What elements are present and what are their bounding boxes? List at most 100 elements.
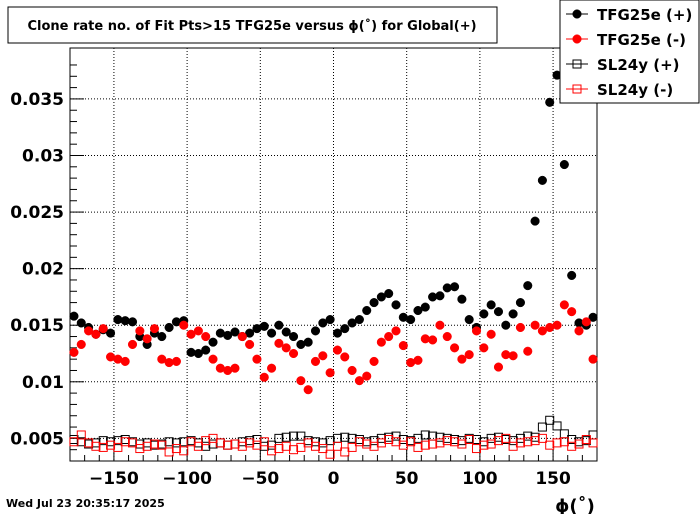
- point-sl24y: [332, 441, 342, 451]
- point-tfg25e: [310, 326, 321, 336]
- point-tfg25e: [193, 326, 203, 336]
- point-sl24y: [501, 433, 511, 443]
- point-sl24y: [267, 440, 277, 450]
- point-sl24y: [215, 438, 225, 448]
- point-sl24y: [472, 444, 482, 454]
- point-sl24y: [135, 439, 145, 449]
- point-sl24y: [281, 441, 291, 451]
- point-sl24y: [84, 438, 94, 448]
- legend-label: TFG25e (+): [597, 6, 692, 24]
- point-tfg25e: [179, 320, 189, 330]
- point-tfg25e: [508, 309, 518, 319]
- point-tfg25e: [588, 354, 598, 364]
- point-tfg25e: [420, 302, 430, 312]
- point-tfg25e: [281, 343, 291, 353]
- x-tick-label: 50: [395, 469, 419, 489]
- point-tfg25e: [479, 343, 489, 353]
- point-sl24y: [296, 431, 306, 441]
- point-sl24y: [406, 437, 416, 447]
- point-sl24y: [581, 435, 591, 445]
- point-sl24y: [296, 442, 306, 452]
- timestamp: Wed Jul 23 20:35:17 2025: [6, 497, 165, 510]
- y-tick-label: 0.005: [10, 429, 64, 449]
- point-tfg25e: [288, 348, 299, 359]
- point-sl24y: [559, 437, 569, 447]
- point-sl24y: [179, 437, 189, 447]
- point-tfg25e: [354, 315, 364, 325]
- point-tfg25e: [486, 329, 496, 339]
- point-sl24y: [303, 438, 313, 448]
- point-tfg25e: [508, 351, 518, 361]
- point-sl24y: [179, 446, 189, 456]
- point-sl24y: [347, 433, 357, 443]
- point-sl24y: [530, 436, 540, 446]
- point-tfg25e: [332, 345, 343, 355]
- point-sl24y: [208, 439, 218, 449]
- point-sl24y: [318, 438, 328, 448]
- point-sl24y: [259, 437, 269, 447]
- point-sl24y: [310, 437, 320, 447]
- point-sl24y: [420, 430, 430, 440]
- x-tick-label: 150: [535, 469, 571, 489]
- point-tfg25e: [237, 331, 247, 342]
- point-tfg25e: [406, 315, 416, 325]
- x-axis: −150 −100 −50 0 50 100 150: [84, 449, 583, 489]
- point-sl24y: [157, 440, 167, 450]
- point-sl24y: [472, 435, 482, 445]
- point-sl24y: [201, 441, 211, 451]
- point-sl24y: [289, 445, 299, 455]
- point-sl24y: [486, 433, 496, 443]
- point-sl24y: [391, 431, 401, 441]
- point-tfg25e: [135, 326, 145, 336]
- point-sl24y: [508, 441, 518, 451]
- point-sl24y: [76, 430, 86, 440]
- legend-marker: [572, 34, 582, 44]
- point-tfg25e: [442, 331, 452, 342]
- point-tfg25e: [537, 175, 547, 185]
- point-tfg25e: [91, 329, 101, 339]
- point-sl24y: [442, 436, 452, 446]
- point-tfg25e: [523, 281, 533, 291]
- point-sl24y: [376, 438, 386, 448]
- point-sl24y: [552, 438, 562, 448]
- point-sl24y: [362, 439, 372, 449]
- point-sl24y: [493, 436, 503, 446]
- point-tfg25e: [457, 354, 467, 364]
- point-tfg25e: [171, 356, 181, 366]
- point-tfg25e: [428, 335, 438, 345]
- point-tfg25e: [391, 326, 401, 336]
- point-sl24y: [515, 438, 525, 448]
- point-sl24y: [230, 439, 240, 449]
- point-tfg25e: [267, 328, 277, 338]
- point-tfg25e: [149, 324, 160, 334]
- point-tfg25e: [288, 331, 299, 342]
- point-sl24y: [289, 431, 299, 441]
- point-sl24y: [128, 438, 138, 448]
- point-tfg25e: [98, 324, 108, 334]
- point-sl24y: [369, 441, 379, 451]
- point-tfg25e: [208, 354, 218, 364]
- data-marks: [69, 70, 598, 459]
- point-tfg25e: [376, 337, 386, 347]
- point-sl24y: [149, 439, 159, 449]
- point-sl24y: [420, 440, 430, 450]
- point-sl24y: [552, 421, 562, 431]
- point-tfg25e: [310, 356, 321, 366]
- point-sl24y: [208, 433, 218, 443]
- point-tfg25e: [362, 371, 372, 381]
- point-tfg25e: [391, 300, 401, 310]
- point-sl24y: [340, 432, 350, 442]
- point-tfg25e: [413, 355, 423, 365]
- point-tfg25e: [76, 318, 86, 328]
- point-tfg25e: [208, 337, 218, 347]
- point-sl24y: [479, 440, 489, 450]
- point-tfg25e: [450, 282, 460, 292]
- point-tfg25e: [501, 320, 511, 330]
- point-tfg25e: [325, 315, 335, 325]
- point-tfg25e: [157, 331, 167, 342]
- point-tfg25e: [347, 365, 357, 376]
- point-tfg25e: [581, 317, 591, 327]
- point-tfg25e: [384, 331, 394, 342]
- point-sl24y: [91, 441, 101, 451]
